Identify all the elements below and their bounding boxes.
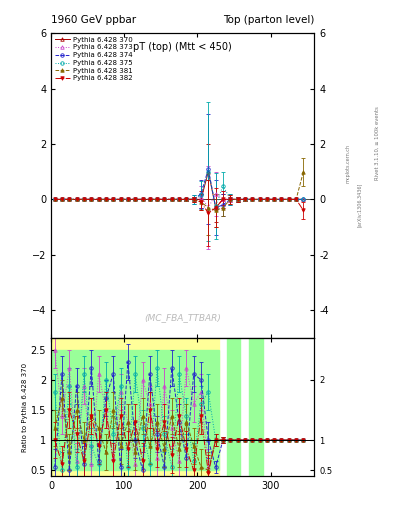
Legend: Pythia 6.428 370, Pythia 6.428 373, Pythia 6.428 374, Pythia 6.428 375, Pythia 6: Pythia 6.428 370, Pythia 6.428 373, Pyth…	[53, 35, 134, 83]
Bar	[51, 338, 219, 476]
Bar	[227, 338, 240, 476]
Text: [arXiv:1306.3436]: [arXiv:1306.3436]	[357, 183, 362, 227]
Text: 1960 GeV ppbar: 1960 GeV ppbar	[51, 14, 136, 25]
Bar	[249, 338, 263, 476]
Bar	[51, 350, 219, 470]
Text: Top (parton level): Top (parton level)	[223, 14, 314, 25]
Text: mcplots.cern.ch: mcplots.cern.ch	[345, 144, 350, 183]
Y-axis label: Ratio to Pythia 6.428 370: Ratio to Pythia 6.428 370	[22, 362, 28, 452]
Text: (MC_FBA_TTBAR): (MC_FBA_TTBAR)	[144, 313, 221, 323]
Text: Rivet 3.1.10, ≥ 100k events: Rivet 3.1.10, ≥ 100k events	[375, 106, 380, 180]
Text: pT (top) (Mtt < 450): pT (top) (Mtt < 450)	[133, 42, 232, 52]
